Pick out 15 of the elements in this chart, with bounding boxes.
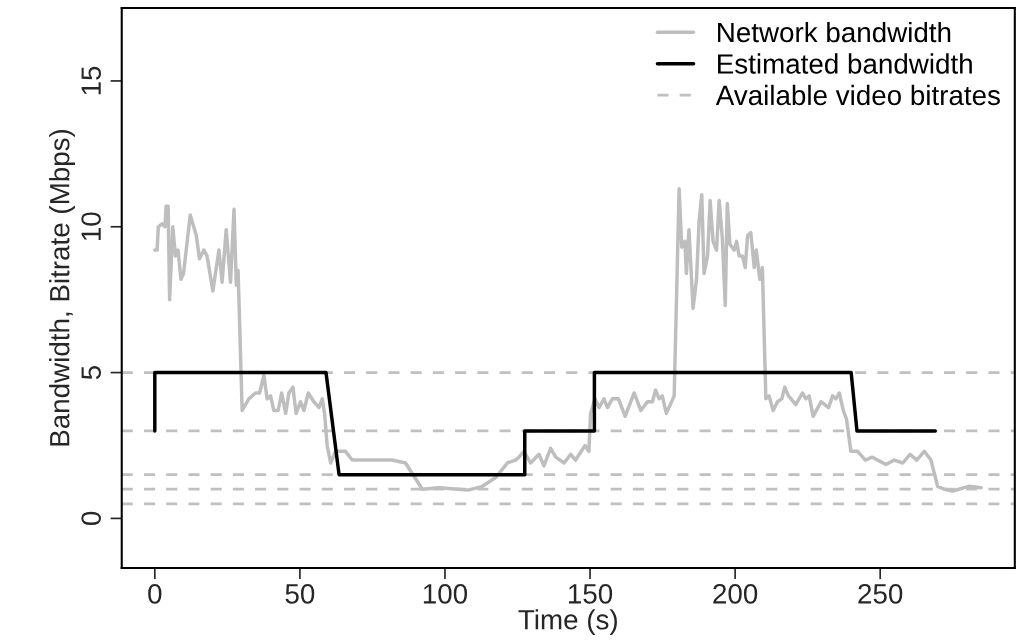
x-tick-label: 50 [285,583,315,604]
x-tick-label: 150 [568,583,613,604]
x-axis-title: Time (s) [518,609,617,636]
y-tick-label: 0 [81,511,101,526]
y-tick-label: 10 [81,212,101,241]
x-tick-label: 0 [148,583,162,604]
legend-label: Estimated bandwidth [718,53,972,74]
x-tick-label: 200 [713,583,758,604]
legend-label: Available video bitrates [715,84,1000,106]
y-axis-title: Bandwidth, Bitrate (Mbps) [49,129,76,446]
y-tick-label: 5 [81,366,101,380]
x-tick-label: 100 [423,583,468,604]
legend-label: Network bandwidth [718,21,951,43]
x-tick-label: 250 [858,583,903,604]
y-tick-label: 15 [81,66,101,95]
